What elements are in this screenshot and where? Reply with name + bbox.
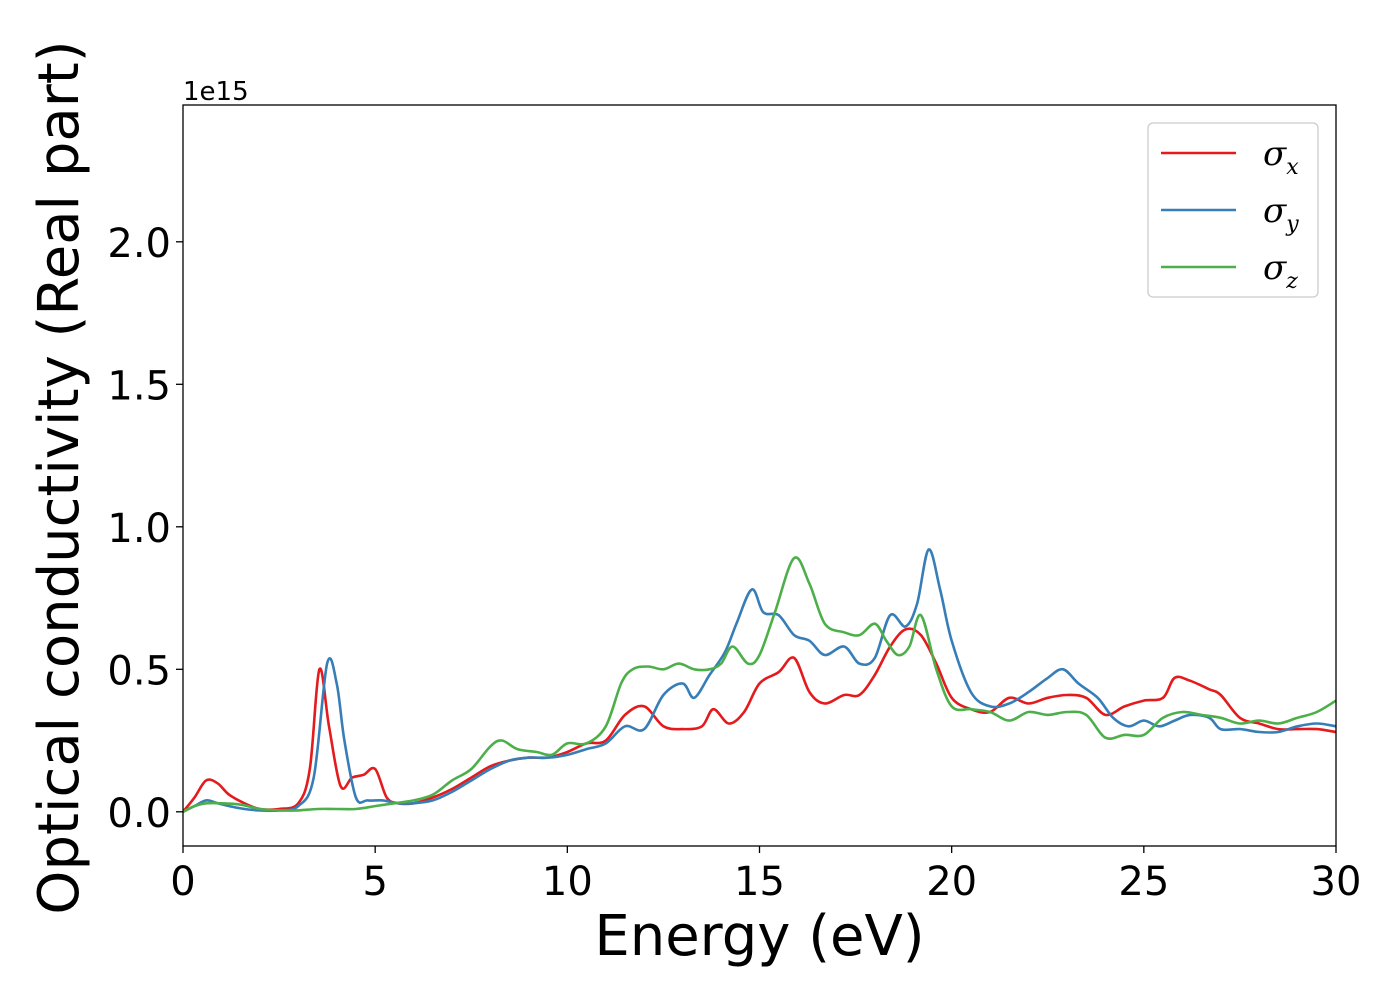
series-line-y bbox=[183, 548, 1336, 813]
x-tick-label: 20 bbox=[926, 859, 977, 905]
y-tick-label: 1.0 bbox=[107, 506, 171, 552]
y-tick-label: 0.5 bbox=[107, 648, 171, 694]
x-tick-label: 25 bbox=[1118, 859, 1169, 905]
x-tick-label: 10 bbox=[542, 859, 593, 905]
x-tick-label: 5 bbox=[362, 859, 387, 905]
x-tick-label: 0 bbox=[170, 859, 195, 905]
x-tick-label: 30 bbox=[1311, 859, 1362, 905]
x-axis-label: Energy (eV) bbox=[594, 904, 924, 969]
x-axis: 0 5 10 15 20 25 30 bbox=[170, 846, 1361, 905]
y-axis-offset-label: 1e15 bbox=[183, 77, 249, 107]
y-axis: 0.0 0.5 1.0 1.5 2.0 bbox=[107, 221, 183, 837]
legend-label-y: σy bbox=[1263, 191, 1299, 237]
series-layer bbox=[183, 548, 1336, 813]
y-tick-label: 1.5 bbox=[107, 363, 171, 409]
y-tick-label: 0.0 bbox=[107, 791, 171, 837]
legend: σx σy σz bbox=[1147, 122, 1319, 298]
series-line-x bbox=[183, 627, 1336, 813]
x-tick-label: 15 bbox=[734, 859, 785, 905]
y-axis-label: Optical conductivity (Real part) bbox=[27, 40, 92, 914]
legend-label-x: σx bbox=[1263, 134, 1299, 180]
legend-label-z: σz bbox=[1263, 248, 1298, 294]
series-line-z bbox=[183, 556, 1336, 813]
y-tick-label: 2.0 bbox=[107, 221, 171, 267]
